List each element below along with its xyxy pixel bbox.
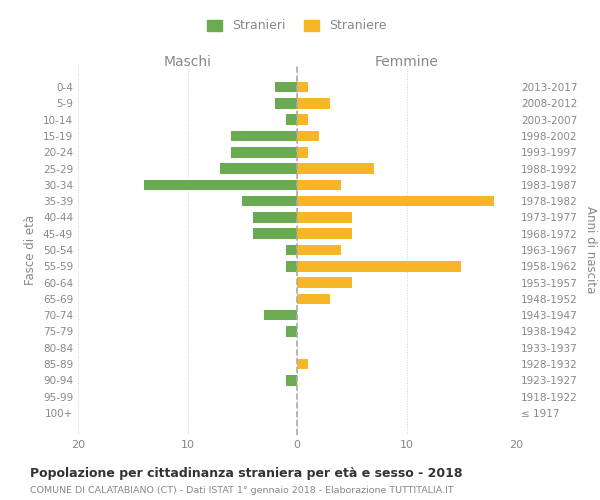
- Bar: [297, 147, 308, 158]
- Bar: [286, 326, 297, 336]
- Bar: [297, 212, 352, 222]
- Text: Popolazione per cittadinanza straniera per età e sesso - 2018: Popolazione per cittadinanza straniera p…: [30, 468, 463, 480]
- Text: Femmine: Femmine: [374, 55, 439, 69]
- Bar: [286, 114, 297, 125]
- Bar: [275, 98, 297, 108]
- Bar: [232, 147, 297, 158]
- Y-axis label: Anni di nascita: Anni di nascita: [584, 206, 597, 294]
- Bar: [253, 212, 297, 222]
- Bar: [297, 294, 330, 304]
- Bar: [297, 82, 308, 92]
- Bar: [264, 310, 297, 320]
- Bar: [297, 358, 308, 370]
- Bar: [286, 261, 297, 272]
- Bar: [286, 244, 297, 256]
- Bar: [144, 180, 297, 190]
- Bar: [220, 164, 297, 174]
- Bar: [286, 375, 297, 386]
- Bar: [297, 164, 374, 174]
- Bar: [297, 228, 352, 239]
- Bar: [297, 180, 341, 190]
- Legend: Stranieri, Straniere: Stranieri, Straniere: [207, 20, 387, 32]
- Text: Maschi: Maschi: [163, 55, 212, 69]
- Bar: [275, 82, 297, 92]
- Bar: [253, 228, 297, 239]
- Bar: [242, 196, 297, 206]
- Bar: [297, 114, 308, 125]
- Bar: [297, 98, 330, 108]
- Y-axis label: Fasce di età: Fasce di età: [25, 215, 37, 285]
- Bar: [232, 130, 297, 141]
- Bar: [297, 244, 341, 256]
- Bar: [297, 130, 319, 141]
- Bar: [297, 196, 494, 206]
- Bar: [297, 261, 461, 272]
- Text: COMUNE DI CALATABIANO (CT) - Dati ISTAT 1° gennaio 2018 - Elaborazione TUTTITALI: COMUNE DI CALATABIANO (CT) - Dati ISTAT …: [30, 486, 454, 495]
- Bar: [297, 278, 352, 288]
